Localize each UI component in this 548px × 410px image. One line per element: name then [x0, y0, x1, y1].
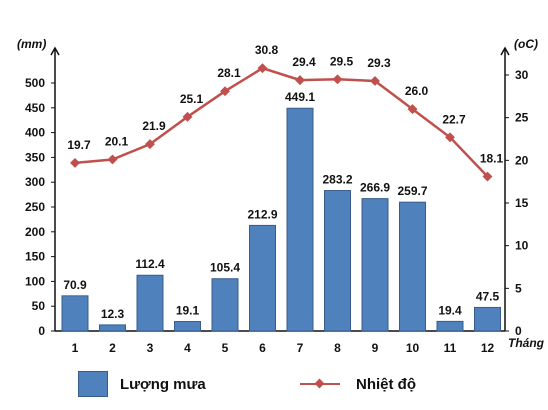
right-axis-tick-label: 5 — [515, 281, 522, 295]
x-axis-tick-label: 7 — [297, 341, 304, 355]
temperature-point — [295, 75, 305, 86]
right-axis: 0 5 10 15 20 25 30 — [500, 46, 529, 338]
left-axis-arrow-icon — [50, 46, 60, 56]
right-axis-tick-label: 10 — [515, 239, 529, 253]
rainfall-bar — [211, 278, 239, 332]
temperature-point — [482, 171, 493, 182]
temperature-value-label: 28.1 — [217, 66, 241, 80]
x-axis-tick-label: 9 — [372, 341, 379, 355]
rainfall-value-label: 112.4 — [135, 257, 165, 271]
x-axis-tick-label: 1 — [72, 341, 79, 355]
legend-bar-swatch — [78, 371, 108, 397]
x-axis-tick-label: 6 — [259, 341, 266, 355]
temperature-point — [107, 154, 118, 165]
rainfall-value-label: 259.7 — [397, 184, 427, 198]
left-axis-tick-label: 450 — [25, 101, 45, 115]
rainfall-value-label: 19.1 — [176, 304, 200, 318]
temperature-value-label: 20.1 — [105, 134, 129, 148]
left-axis-unit: (mm) — [17, 37, 46, 51]
rainfall-value-label: 12.3 — [101, 307, 125, 321]
rainfall-value-label: 449.1 — [285, 90, 315, 104]
rainfall-value-label: 47.5 — [476, 289, 500, 303]
x-axis-tick-label: 4 — [184, 341, 191, 355]
temperature-point — [445, 132, 455, 143]
rainfall-bar — [399, 201, 426, 332]
rainfall-bar — [361, 198, 389, 332]
rainfall-value-label: 283.2 — [322, 173, 352, 187]
x-axis-tick-label: 12 — [481, 341, 495, 355]
right-axis-tick-label: 0 — [515, 324, 522, 338]
x-axis-tick-label: 8 — [334, 341, 341, 355]
temperature-value-label: 25.1 — [180, 92, 204, 106]
legend-temperature: Nhiệt độ — [300, 370, 416, 398]
rainfall-value-label: 70.9 — [63, 278, 87, 292]
x-axis-tick-label: 2 — [109, 341, 116, 355]
temperature-value-label: 21.9 — [142, 119, 166, 133]
left-axis-tick-label: 200 — [25, 225, 45, 239]
temperature-value-label: 29.3 — [367, 56, 391, 70]
rainfall-value-label: 266.9 — [360, 181, 390, 195]
left-axis-tick-label: 100 — [25, 274, 45, 288]
left-axis-tick-label: 300 — [25, 175, 45, 189]
rainfall-bar — [286, 107, 314, 332]
rainfall-value-label: 105.4 — [210, 261, 240, 275]
rainfall-bar — [436, 320, 464, 332]
temperature-point — [332, 74, 343, 85]
x-axis-tick-label: 10 — [406, 341, 420, 355]
rainfall-value-label: 19.4 — [438, 303, 462, 317]
legend-line-swatch — [300, 372, 340, 396]
x-axis-tick-label: 3 — [147, 341, 154, 355]
x-axis-tick-label: 11 — [444, 341, 457, 355]
left-axis: 0 50 100 150 200 250 300 350 400 450 500 — [25, 46, 60, 338]
right-axis-arrow-icon — [500, 46, 510, 56]
left-axis-tick-label: 150 — [25, 250, 45, 264]
right-axis-unit: (oC) — [514, 37, 538, 51]
rainfall-bar — [61, 295, 89, 332]
rainfall-bar — [136, 274, 164, 332]
legend-temperature-label: Nhiệt độ — [356, 375, 416, 393]
rainfall-value-label: 212.9 — [247, 207, 277, 221]
temperature-line: 19.7 20.1 21.9 25.1 28.1 30.8 29.4 29.5 29.3 26.0… — [67, 43, 504, 182]
x-axis: 1 2 3 4 5 6 7 8 9 10 11 12 — [55, 330, 505, 355]
temperature-value-label: 29.4 — [292, 55, 316, 69]
rainfall-bar — [174, 321, 201, 332]
temperature-value-label: 18.1 — [480, 152, 504, 166]
temperature-value-label: 29.5 — [330, 54, 354, 68]
rainfall-bar — [324, 190, 351, 332]
left-axis-tick-label: 350 — [25, 150, 45, 164]
right-axis-tick-label: 25 — [515, 111, 529, 125]
left-axis-tick-label: 0 — [38, 324, 45, 338]
x-axis-tick-label: 5 — [222, 341, 229, 355]
temperature-value-label: 26.0 — [405, 84, 429, 98]
temperature-point — [182, 111, 193, 122]
rainfall-bar — [249, 224, 276, 332]
right-axis-tick-label: 20 — [515, 153, 529, 167]
rainfall-bar — [474, 306, 501, 332]
left-axis-tick-label: 250 — [25, 200, 45, 214]
temperature-polyline — [74, 66, 489, 178]
rainfall-bar — [99, 324, 126, 332]
temperature-point — [145, 139, 155, 150]
x-axis-label: Tháng — [508, 336, 545, 350]
right-axis-tick-label: 15 — [515, 196, 529, 210]
left-axis-tick-label: 50 — [32, 299, 46, 313]
temperature-point — [220, 86, 230, 97]
temperature-value-label: 30.8 — [255, 43, 279, 57]
temperature-value-label: 22.7 — [442, 112, 466, 126]
legend-rainfall: Lượng mưa — [78, 370, 206, 398]
left-axis-tick-label: 400 — [25, 126, 45, 140]
right-axis-tick-label: 30 — [515, 68, 529, 82]
rainfall-bars: 70.9 12.3 112.4 19.1 105.4 212.9 449.1 283.2 266… — [61, 90, 501, 332]
temperature-point — [70, 157, 80, 168]
legend-rainfall-label: Lượng mưa — [120, 375, 206, 393]
left-axis-tick-label: 500 — [25, 76, 45, 90]
temperature-value-label: 19.7 — [67, 138, 91, 152]
